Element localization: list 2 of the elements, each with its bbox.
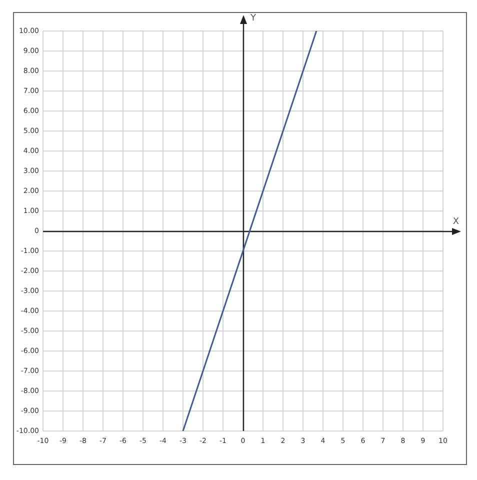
y-axis-title: Y xyxy=(250,13,256,24)
x-axis-title: X xyxy=(452,216,460,227)
